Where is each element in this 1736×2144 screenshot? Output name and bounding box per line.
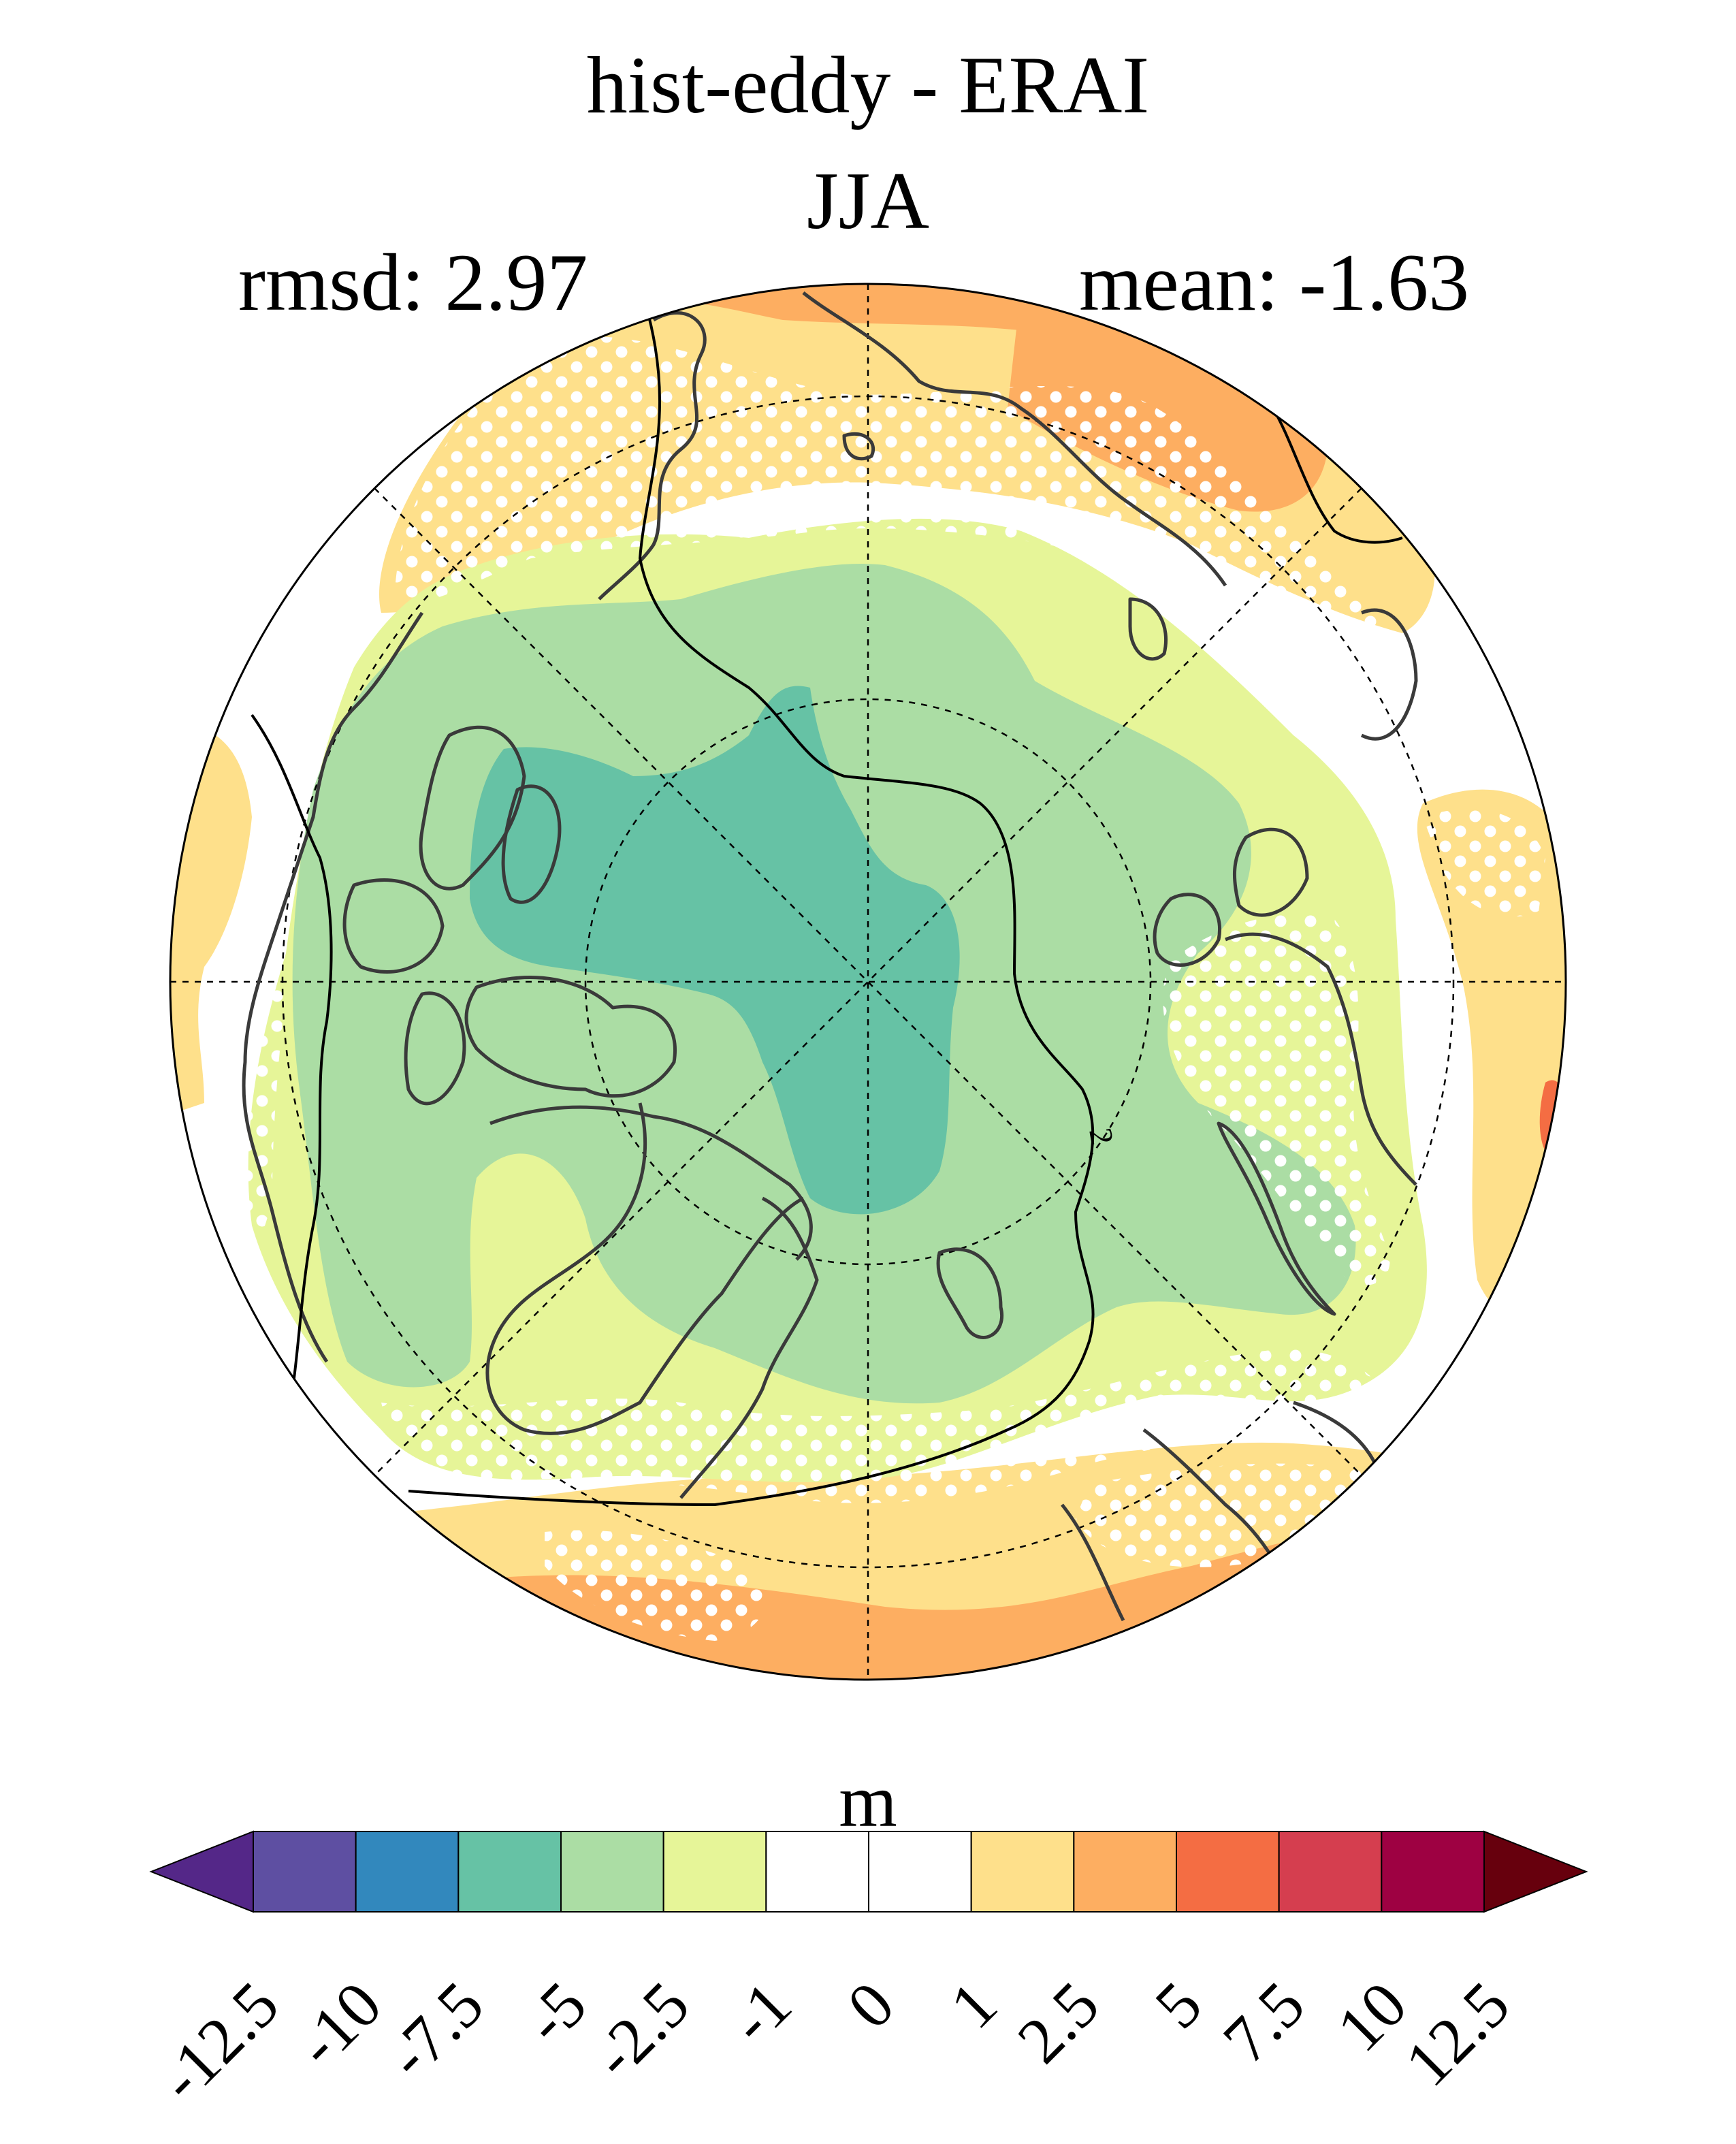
colorbar-segment (868, 1831, 972, 1913)
colorbar-segment (970, 1831, 1075, 1913)
stipple-west (219, 935, 286, 1251)
stipple-southwest (545, 1530, 766, 1641)
season-label: JJA (806, 155, 930, 246)
stipple-south (381, 1348, 1385, 1503)
map-boundary (169, 283, 1567, 1681)
colorbar-segment (560, 1831, 664, 1913)
stipple-north (395, 336, 1405, 681)
colorbar-segment (1278, 1831, 1383, 1913)
colorbar-under-arrow (149, 1830, 254, 1913)
colorbar-segment (1073, 1831, 1178, 1913)
stipple-east (1163, 914, 1390, 1285)
colorbar-segment (253, 1831, 357, 1913)
rmsd-label: rmsd: 2.97 (238, 237, 588, 327)
mean-label: mean: -1.63 (1079, 237, 1470, 327)
colorbar-segment (457, 1831, 562, 1913)
colorbar-segment (355, 1831, 460, 1913)
graticule (170, 284, 1566, 1680)
colorbar-over-arrow (1483, 1830, 1588, 1913)
darkgreen-region (470, 686, 960, 1215)
colorbar-segment (765, 1831, 870, 1913)
stipple-far-east (1423, 809, 1545, 917)
contour-lines (251, 285, 1403, 1507)
colorbar-segment (1381, 1831, 1485, 1913)
coastlines (242, 291, 1432, 1622)
plot-title: hist-eddy - ERAI (586, 39, 1150, 130)
colorbar-unit-label: m (839, 1759, 897, 1842)
colorbar-segment (1176, 1831, 1280, 1913)
colorbar-segment (662, 1831, 767, 1913)
